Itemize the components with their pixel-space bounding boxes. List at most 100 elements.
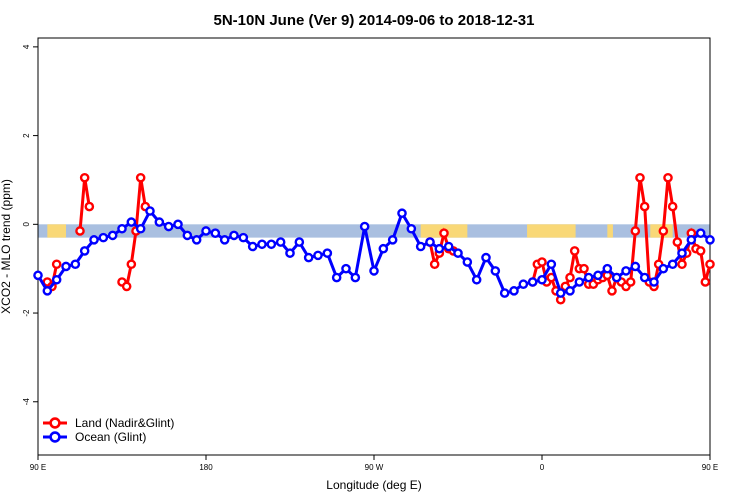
data-point xyxy=(453,248,463,258)
data-point xyxy=(350,272,361,283)
data-point xyxy=(201,226,211,236)
data-point xyxy=(173,219,183,230)
series-ocean xyxy=(33,206,715,298)
data-point xyxy=(42,286,53,296)
y-axis-label: XCO2 - MLO trend (ppm) xyxy=(0,179,13,314)
data-point xyxy=(369,266,379,276)
data-point xyxy=(51,259,62,270)
data-point xyxy=(98,232,109,243)
data-point xyxy=(341,263,351,274)
y-tick-label: -2 xyxy=(22,309,31,317)
data-point xyxy=(294,237,305,247)
data-point xyxy=(229,230,239,241)
data-point xyxy=(359,221,370,232)
data-point xyxy=(79,172,90,183)
data-point xyxy=(126,259,137,270)
legend-marker xyxy=(49,417,61,429)
data-point xyxy=(210,228,221,238)
data-point xyxy=(574,277,585,287)
data-point xyxy=(499,288,510,298)
data-point xyxy=(406,223,417,234)
data-point xyxy=(397,208,407,219)
data-point xyxy=(649,277,659,287)
data-point xyxy=(555,288,566,298)
data-point xyxy=(565,272,575,283)
chart-title: 5N-10N June (Ver 9) 2014-09-06 to 2018-1… xyxy=(213,12,534,29)
data-point xyxy=(313,250,323,261)
data-point xyxy=(695,246,706,256)
plot-frame xyxy=(37,37,711,456)
band-land-patch xyxy=(607,224,613,238)
x-tick-label: 90 E xyxy=(702,463,718,472)
data-point xyxy=(639,272,650,283)
data-point xyxy=(429,259,440,270)
data-point xyxy=(546,259,557,270)
data-point xyxy=(625,277,636,287)
data-point xyxy=(154,217,165,227)
data-point xyxy=(630,261,641,272)
data-point xyxy=(89,235,99,245)
data-point xyxy=(303,252,314,263)
data-point xyxy=(439,228,449,238)
data-point xyxy=(672,237,683,247)
x-tick-label: 90 W xyxy=(365,463,384,472)
data-point xyxy=(285,248,295,258)
data-point xyxy=(135,172,146,183)
data-point xyxy=(378,243,389,254)
data-point xyxy=(191,235,202,245)
series-layer xyxy=(33,172,715,305)
data-point xyxy=(635,172,645,183)
data-point xyxy=(121,281,132,292)
y-tick-label: -4 xyxy=(22,398,31,406)
data-point xyxy=(481,252,491,263)
legend: Land (Nadir&Glint)Ocean (Glint) xyxy=(43,416,174,444)
data-point xyxy=(219,235,230,245)
data-point xyxy=(667,259,678,270)
data-point xyxy=(565,286,575,296)
legend-label: Ocean (Glint) xyxy=(75,430,146,444)
data-point xyxy=(677,248,687,258)
data-point xyxy=(266,239,277,250)
data-point xyxy=(695,228,706,238)
data-point xyxy=(145,206,155,216)
data-point xyxy=(611,272,622,283)
data-point xyxy=(509,286,519,296)
data-point xyxy=(490,266,501,276)
data-point xyxy=(70,259,81,270)
data-point xyxy=(686,235,697,245)
y-tick-label: 2 xyxy=(22,133,31,138)
data-point xyxy=(621,266,631,276)
data-point xyxy=(537,257,547,267)
band-land-patch xyxy=(47,224,66,238)
data-point xyxy=(51,274,62,285)
data-point xyxy=(602,263,613,274)
data-point xyxy=(658,226,669,236)
data-point xyxy=(667,201,678,212)
data-point xyxy=(163,221,174,232)
data-point xyxy=(462,257,473,267)
data-point xyxy=(658,263,669,274)
x-axis-label: Longitude (deg E) xyxy=(326,478,421,492)
data-point xyxy=(579,263,589,274)
data-point xyxy=(663,172,673,183)
data-point xyxy=(33,270,43,281)
data-point xyxy=(527,277,538,287)
data-point xyxy=(61,261,71,272)
data-point xyxy=(593,270,603,281)
data-point xyxy=(425,237,435,247)
data-point xyxy=(117,223,127,234)
data-point xyxy=(639,201,650,212)
data-point xyxy=(700,277,711,287)
data-point xyxy=(182,230,193,241)
data-point xyxy=(677,259,687,270)
data-point xyxy=(75,226,85,236)
y-tick-label: 4 xyxy=(22,44,31,49)
data-point xyxy=(537,274,547,285)
axes: 90 E 180 90 W 0 90 E -4 -2 0 2 4 xyxy=(22,44,718,472)
data-point xyxy=(275,237,286,247)
data-point xyxy=(126,217,137,227)
data-point xyxy=(107,230,118,241)
data-point xyxy=(322,248,333,258)
x-tick-label: 90 E xyxy=(30,463,46,472)
